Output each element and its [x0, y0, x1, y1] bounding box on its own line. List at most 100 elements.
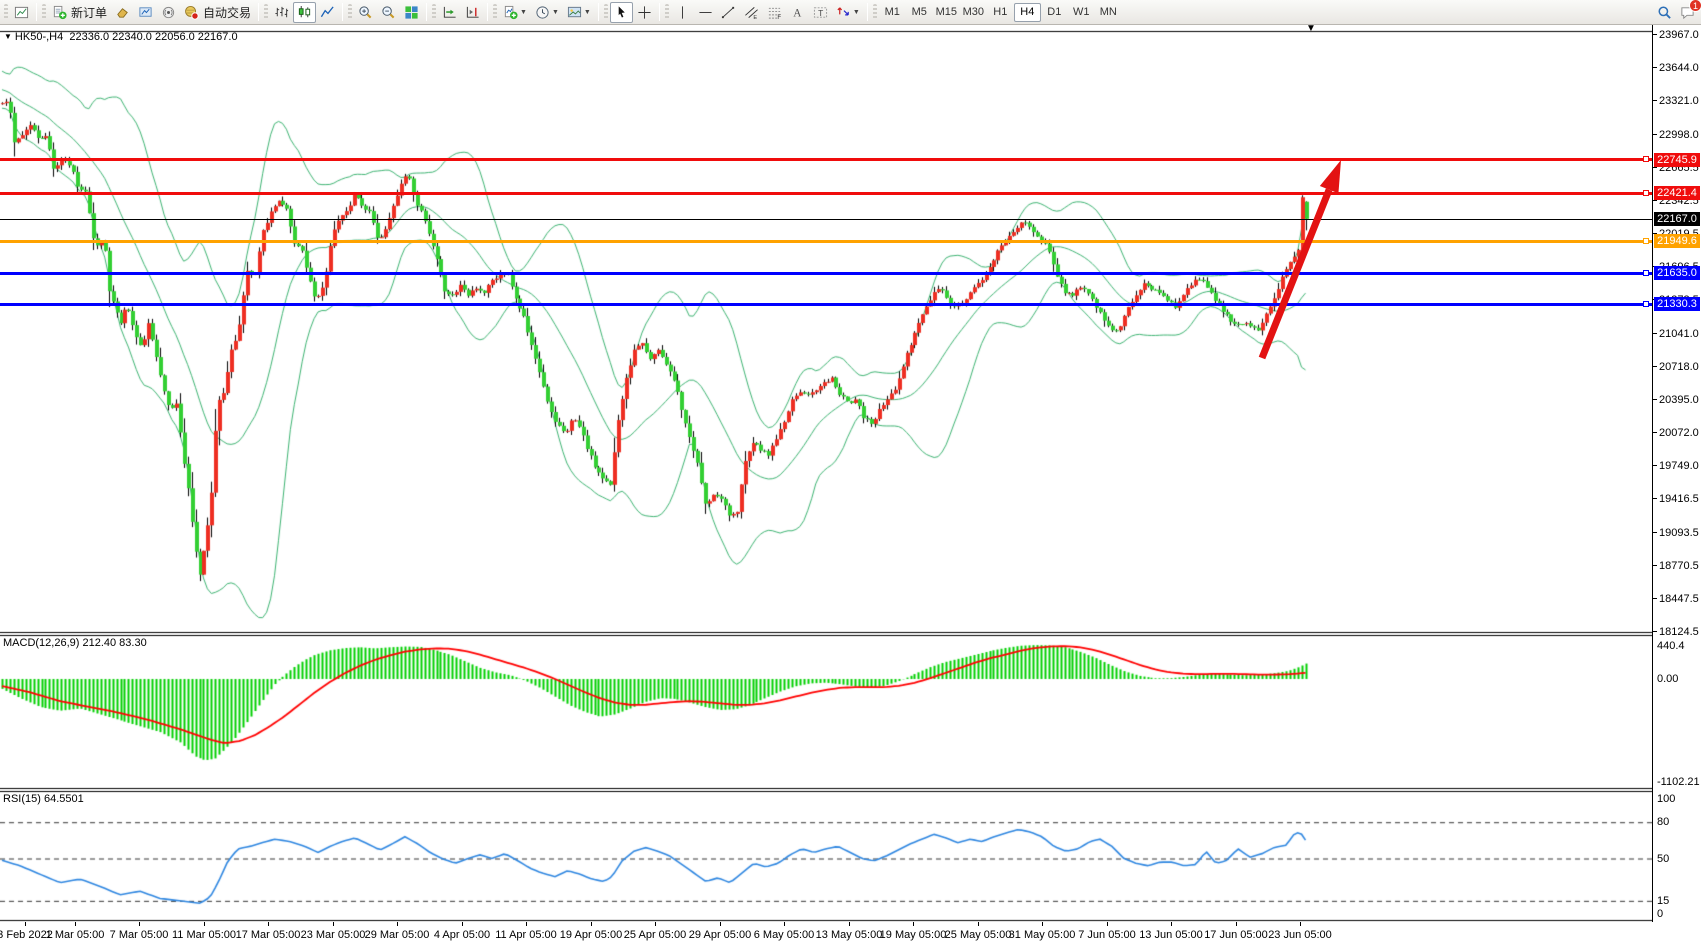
horizontal-line-21635.0[interactable] — [0, 269, 1652, 276]
line-chart-icon — [320, 5, 335, 20]
periods-icon — [535, 5, 550, 20]
market-watch-icon — [138, 5, 153, 20]
macd-axis-tick: 440.4 — [1657, 640, 1685, 652]
tile-windows-button[interactable] — [400, 2, 423, 23]
horizontal-line-22745.9[interactable] — [0, 156, 1652, 163]
market-watch-button[interactable] — [134, 2, 157, 23]
time-axis-label: 25 May 05:00 — [944, 929, 1012, 941]
timeframe-m15-button[interactable]: M15 — [935, 6, 957, 18]
svg-text:F: F — [777, 14, 781, 20]
text-label-button[interactable]: T — [809, 2, 832, 23]
line-drag-handle[interactable] — [1643, 189, 1649, 196]
new-order-button[interactable]: 新订单 — [48, 2, 111, 23]
rsi-axis-tick: 100 — [1657, 793, 1676, 805]
auto-scroll-button[interactable] — [438, 2, 461, 23]
time-axis-label: 29 Mar 05:00 — [364, 929, 430, 941]
time-axis-label: 11 Apr 05:00 — [495, 929, 557, 941]
eraser-button[interactable] — [111, 2, 134, 23]
chevron-down-icon: ▼ — [520, 8, 527, 16]
notifications-button[interactable]: 1 — [1676, 0, 1701, 23]
chevron-down-icon: ▼ — [4, 32, 12, 41]
label-icon: T — [813, 5, 828, 20]
periods-button[interactable]: ▼ — [531, 2, 563, 23]
arrows-icon — [836, 5, 851, 20]
timeframe-mn-button[interactable]: MN — [1099, 6, 1117, 18]
new-chart-button[interactable] — [10, 2, 33, 23]
fibonacci-icon: F — [767, 5, 782, 20]
chevron-down-icon: ▼ — [551, 8, 559, 16]
timeframe-h4-button[interactable]: H4 — [1013, 2, 1041, 22]
rsi-axis-tick: 50 — [1657, 852, 1670, 865]
rsi-axis-tick: 80 — [1657, 816, 1670, 829]
trendline-button[interactable] — [717, 2, 740, 23]
toolbar-grip — [42, 4, 46, 20]
vline-icon — [675, 5, 690, 20]
crosshair-button[interactable] — [633, 2, 656, 23]
timeframe-d1-button[interactable]: D1 — [1047, 6, 1062, 18]
bar-chart-button[interactable] — [270, 2, 293, 23]
timeframe-w1-button[interactable]: W1 — [1073, 6, 1090, 18]
timeframe-m5-button[interactable]: M5 — [911, 6, 927, 18]
candlestick-chart-button[interactable] — [293, 1, 317, 23]
templates-button[interactable]: ▼ — [563, 2, 595, 23]
auto-scroll-icon — [442, 5, 457, 20]
horizontal-line-21949.6[interactable] — [0, 237, 1652, 244]
timeframe-h1-button[interactable]: H1 — [993, 6, 1008, 18]
autotrading-button[interactable]: 自动交易 — [180, 2, 255, 23]
line-drag-handle[interactable] — [1643, 269, 1649, 276]
timeframe-m1-button[interactable]: M1 — [884, 6, 900, 18]
time-axis-label: 7 Jun 05:00 — [1078, 929, 1136, 941]
time-axis-tick — [75, 922, 76, 926]
price-axis-tick: 19749.0 — [1653, 460, 1699, 472]
time-axis-tick — [204, 922, 205, 926]
signals-button[interactable] — [157, 2, 180, 23]
text-button[interactable]: A — [786, 2, 809, 23]
line-drag-handle[interactable] — [1643, 237, 1649, 244]
toolbar-grip — [264, 4, 269, 20]
toolbar-separator — [597, 3, 599, 21]
channel-icon: E — [744, 5, 759, 20]
time-axis-tick — [1300, 922, 1301, 926]
time-axis-label: 11 Mar 05:00 — [171, 929, 237, 941]
chevron-down-icon: ▼ — [852, 8, 860, 16]
price-axis[interactable]: 23967.0 23644.0 23321.0 22998.0 22665.5 22342… — [1652, 25, 1701, 922]
hline-icon — [698, 5, 713, 20]
rsi-axis-tick: 15 — [1657, 894, 1670, 907]
macd-axis-tick: 0.00 — [1657, 673, 1679, 685]
chevron-down-icon: ▼ — [583, 8, 591, 16]
indicators-button[interactable]: ▼ — [499, 2, 531, 23]
timeframe-m30-button[interactable]: M30 — [962, 6, 984, 18]
time-axis-tick — [655, 922, 656, 926]
current-price-line[interactable] — [0, 218, 1652, 220]
search-button[interactable] — [1653, 2, 1676, 23]
time-axis-tick — [462, 922, 463, 926]
horizontal-line-button[interactable] — [694, 2, 717, 23]
price-axis-tick: 19093.5 — [1653, 527, 1699, 539]
toolbar-grip — [664, 4, 669, 20]
autotrade-icon — [184, 5, 199, 20]
time-axis-label: 29 Apr 05:00 — [688, 929, 752, 941]
time-axis[interactable]: 3 Feb 2022 1 Mar 05:00 7 Mar 05:00 11 Mar 0… — [0, 922, 1652, 945]
time-axis-tick — [849, 922, 850, 926]
cursor-button[interactable] — [609, 1, 633, 23]
horizontal-line-22421.4[interactable] — [0, 189, 1652, 196]
zoom-out-button[interactable] — [377, 2, 400, 23]
chart-shift-button[interactable] — [461, 2, 484, 23]
line-drag-handle[interactable] — [1643, 156, 1649, 163]
price-axis-tick: 23967.0 — [1653, 29, 1699, 41]
line-chart-button[interactable] — [316, 2, 339, 23]
chart-canvas[interactable] — [0, 25, 1652, 922]
price-line-label: 21949.6 — [1654, 234, 1700, 249]
arrows-button[interactable]: ▼ — [832, 2, 864, 23]
toolbar-separator — [866, 3, 868, 21]
horizontal-line-21330.3[interactable] — [0, 300, 1652, 307]
toolbar-separator — [426, 3, 428, 21]
time-axis-tick — [268, 922, 269, 926]
vertical-line-button[interactable] — [671, 2, 694, 23]
fibonacci-button[interactable]: F — [763, 2, 786, 23]
zoom-in-button[interactable] — [354, 2, 377, 23]
line-drag-handle[interactable] — [1643, 300, 1649, 307]
equidistant-channel-button[interactable]: E — [740, 2, 763, 23]
toolbar: 新订单 自动交易 ▼ ▼ ▼ E F A T ▼ M1 M5 M15 M30 H1 H4 D1 W1 MN 1 — [0, 0, 1701, 25]
